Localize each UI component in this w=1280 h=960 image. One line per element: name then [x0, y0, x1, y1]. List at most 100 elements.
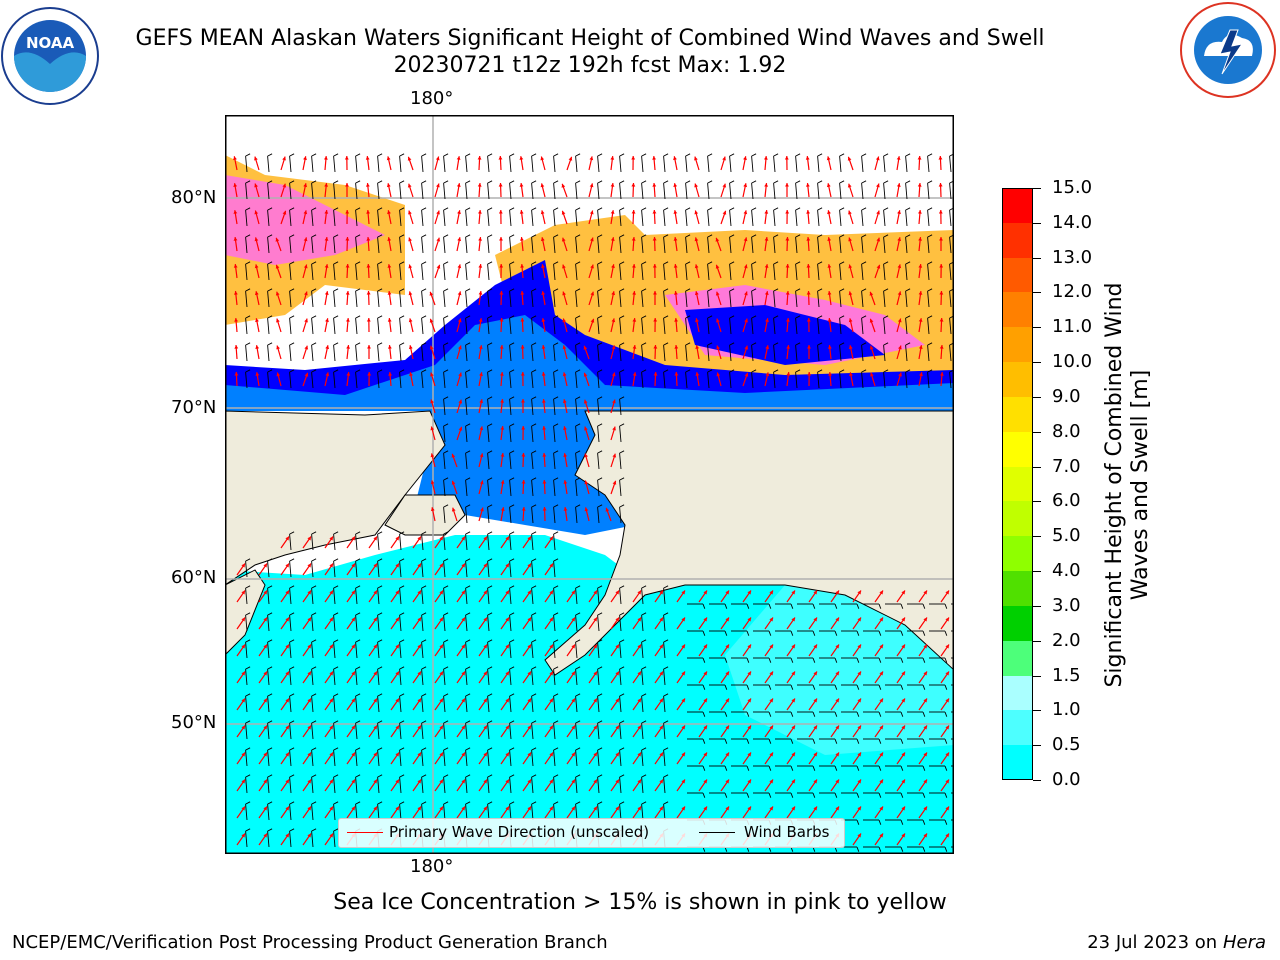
wind-barb-flag — [773, 153, 779, 157]
wave-direction-arrowhead — [561, 183, 566, 188]
wave-direction-arrowhead — [351, 563, 355, 568]
wind-barb — [597, 723, 600, 740]
wave-direction-arrowhead — [764, 210, 769, 214]
wind-barb — [465, 669, 468, 686]
wind-barb-flag — [311, 315, 317, 319]
wave-direction-arrowhead — [611, 372, 616, 377]
wind-barb — [861, 237, 864, 254]
wave-direction-arrowhead — [791, 617, 795, 622]
colorbar-border — [1002, 188, 1033, 780]
wave-direction-arrowhead — [461, 563, 465, 568]
wind-barb-flag — [245, 369, 251, 373]
wave-direction-arrowhead — [583, 399, 588, 404]
wind-barb-flag — [311, 369, 317, 373]
wave-direction-arrowhead — [835, 725, 839, 730]
wave-direction-arrowhead — [500, 507, 505, 511]
wind-barb — [487, 399, 490, 416]
wave-direction-arrowhead — [857, 779, 861, 784]
wind-barb — [751, 318, 754, 335]
wind-barb-flag — [729, 207, 735, 211]
wind-barb — [487, 723, 490, 740]
wave-direction-arrowhead — [457, 264, 462, 269]
wind-barb — [531, 156, 534, 173]
wind-barb-flag — [553, 666, 559, 670]
wave-direction-arrowhead — [791, 698, 795, 703]
wind-barb-flag — [333, 747, 339, 751]
wind-barb — [729, 183, 732, 200]
wave-direction-arrowhead — [615, 671, 619, 676]
wind-barb — [289, 777, 292, 794]
wind-barb — [267, 831, 270, 848]
wind-barb-flag — [944, 792, 948, 798]
wind-barb — [751, 264, 754, 281]
wind-barb-flag — [443, 369, 449, 373]
wind-barb-flag — [861, 315, 867, 319]
wave-direction-arrowhead — [615, 752, 619, 757]
wind-barb — [619, 642, 622, 659]
wave-direction-arrowhead — [918, 264, 923, 268]
wind-barb — [399, 615, 402, 632]
wave-direction-arrowhead — [637, 671, 641, 676]
colorbar-tick-label: 5.0 — [1052, 525, 1081, 547]
wave-direction-arrowhead — [395, 725, 399, 730]
wind-barb-flag — [900, 792, 904, 798]
colorbar-band — [1002, 327, 1033, 363]
wind-barb — [465, 372, 468, 389]
wind-barb — [355, 804, 358, 821]
wind-barb-flag — [377, 288, 383, 292]
land-alaska — [544, 410, 954, 676]
wave-direction-arrowhead — [549, 779, 553, 784]
wind-barb — [773, 291, 776, 308]
wind-barb-flag — [289, 639, 295, 643]
wind-barb — [267, 237, 270, 254]
wave-direction-arrowhead — [387, 237, 392, 241]
wind-barb — [443, 750, 446, 767]
wind-barb-flag — [905, 207, 911, 211]
wave-direction-arrowhead — [584, 480, 589, 485]
wind-barb — [377, 696, 380, 713]
wave-direction-arrowhead — [483, 563, 487, 568]
wave-direction-arrowhead — [589, 210, 594, 215]
wind-barb — [839, 264, 842, 281]
wind-barb-flag — [724, 630, 728, 636]
wind-barb — [905, 156, 908, 173]
wind-barb — [487, 507, 490, 524]
wave-direction-arrowhead — [857, 752, 861, 757]
wave-direction-arrowhead — [938, 183, 943, 187]
wave-direction-arrowhead — [303, 183, 308, 188]
wind-barb — [355, 534, 358, 551]
wind-barb-flag — [944, 684, 948, 690]
wind-barb — [421, 561, 424, 578]
wind-barb-flag — [575, 315, 581, 319]
wind-barb — [663, 237, 666, 254]
wind-barb — [487, 372, 490, 389]
wind-barb — [487, 291, 490, 308]
wind-barb-flag — [619, 477, 625, 481]
wind-barb-flag — [377, 612, 383, 616]
wind-barb-flag — [355, 801, 361, 805]
wind-barb-flag — [641, 207, 647, 211]
wind-barb-flag — [883, 288, 889, 292]
wind-barb-flag — [773, 342, 779, 346]
wind-barb-flag — [553, 585, 559, 589]
wind-barb-flag — [922, 846, 926, 852]
wind-barb-flag — [443, 693, 449, 697]
wind-barb-flag — [597, 207, 603, 211]
wind-barb — [531, 318, 534, 335]
wave-direction-arrowhead — [521, 480, 526, 484]
wind-barb-flag — [575, 666, 581, 670]
wind-barb-flag — [575, 504, 581, 508]
wind-barb — [751, 156, 754, 173]
colorbar-tick-label: 15.0 — [1052, 177, 1093, 198]
wind-barb-flag — [856, 792, 860, 798]
wave-direction-arrowhead — [805, 156, 810, 160]
wind-barb-flag — [817, 261, 823, 265]
wave-direction-arrowhead — [923, 644, 927, 649]
wind-barb-flag — [861, 261, 867, 265]
wind-barb-flag — [267, 234, 273, 238]
wave-direction-arrowhead — [505, 779, 509, 784]
wave-direction-arrowhead — [694, 237, 699, 242]
wind-barb-flag — [812, 630, 816, 636]
wind-barb-flag — [702, 765, 706, 771]
wave-direction-arrowhead — [307, 536, 311, 541]
